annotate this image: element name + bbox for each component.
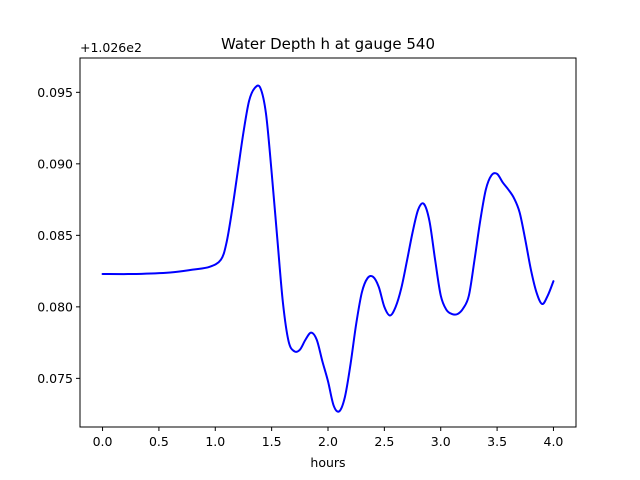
x-tick-label: 0.0	[93, 434, 113, 449]
y-tick-label: 0.095	[37, 85, 73, 100]
x-tick-label: 4.0	[544, 434, 564, 449]
y-tick-label: 0.090	[37, 156, 73, 171]
x-tick-label: 2.0	[318, 434, 338, 449]
x-axis-label: hours	[310, 455, 345, 470]
x-tick-label: 0.5	[149, 434, 169, 449]
x-tick-label: 1.5	[262, 434, 282, 449]
y-tick-label: 0.075	[37, 371, 73, 386]
plot-area-frame	[79, 57, 577, 428]
y-axis-ticks: 0.075 0.080 0.085 0.090 0.095	[37, 85, 80, 386]
chart-title: Water Depth h at gauge 540	[221, 35, 435, 53]
x-tick-label: 3.0	[431, 434, 451, 449]
series-line	[101, 84, 555, 413]
y-tick-label: 0.080	[37, 299, 73, 314]
y-tick-label: 0.085	[37, 228, 73, 243]
x-axis-ticks: 0.0 0.5 1.0 1.5 2.0 2.5 3.0 3.5 4.0	[93, 427, 564, 449]
x-tick-label: 3.5	[487, 434, 507, 449]
x-tick-label: 1.0	[205, 434, 225, 449]
x-tick-label: 2.5	[374, 434, 394, 449]
y-axis-offset-label: +1.026e2	[80, 40, 142, 55]
